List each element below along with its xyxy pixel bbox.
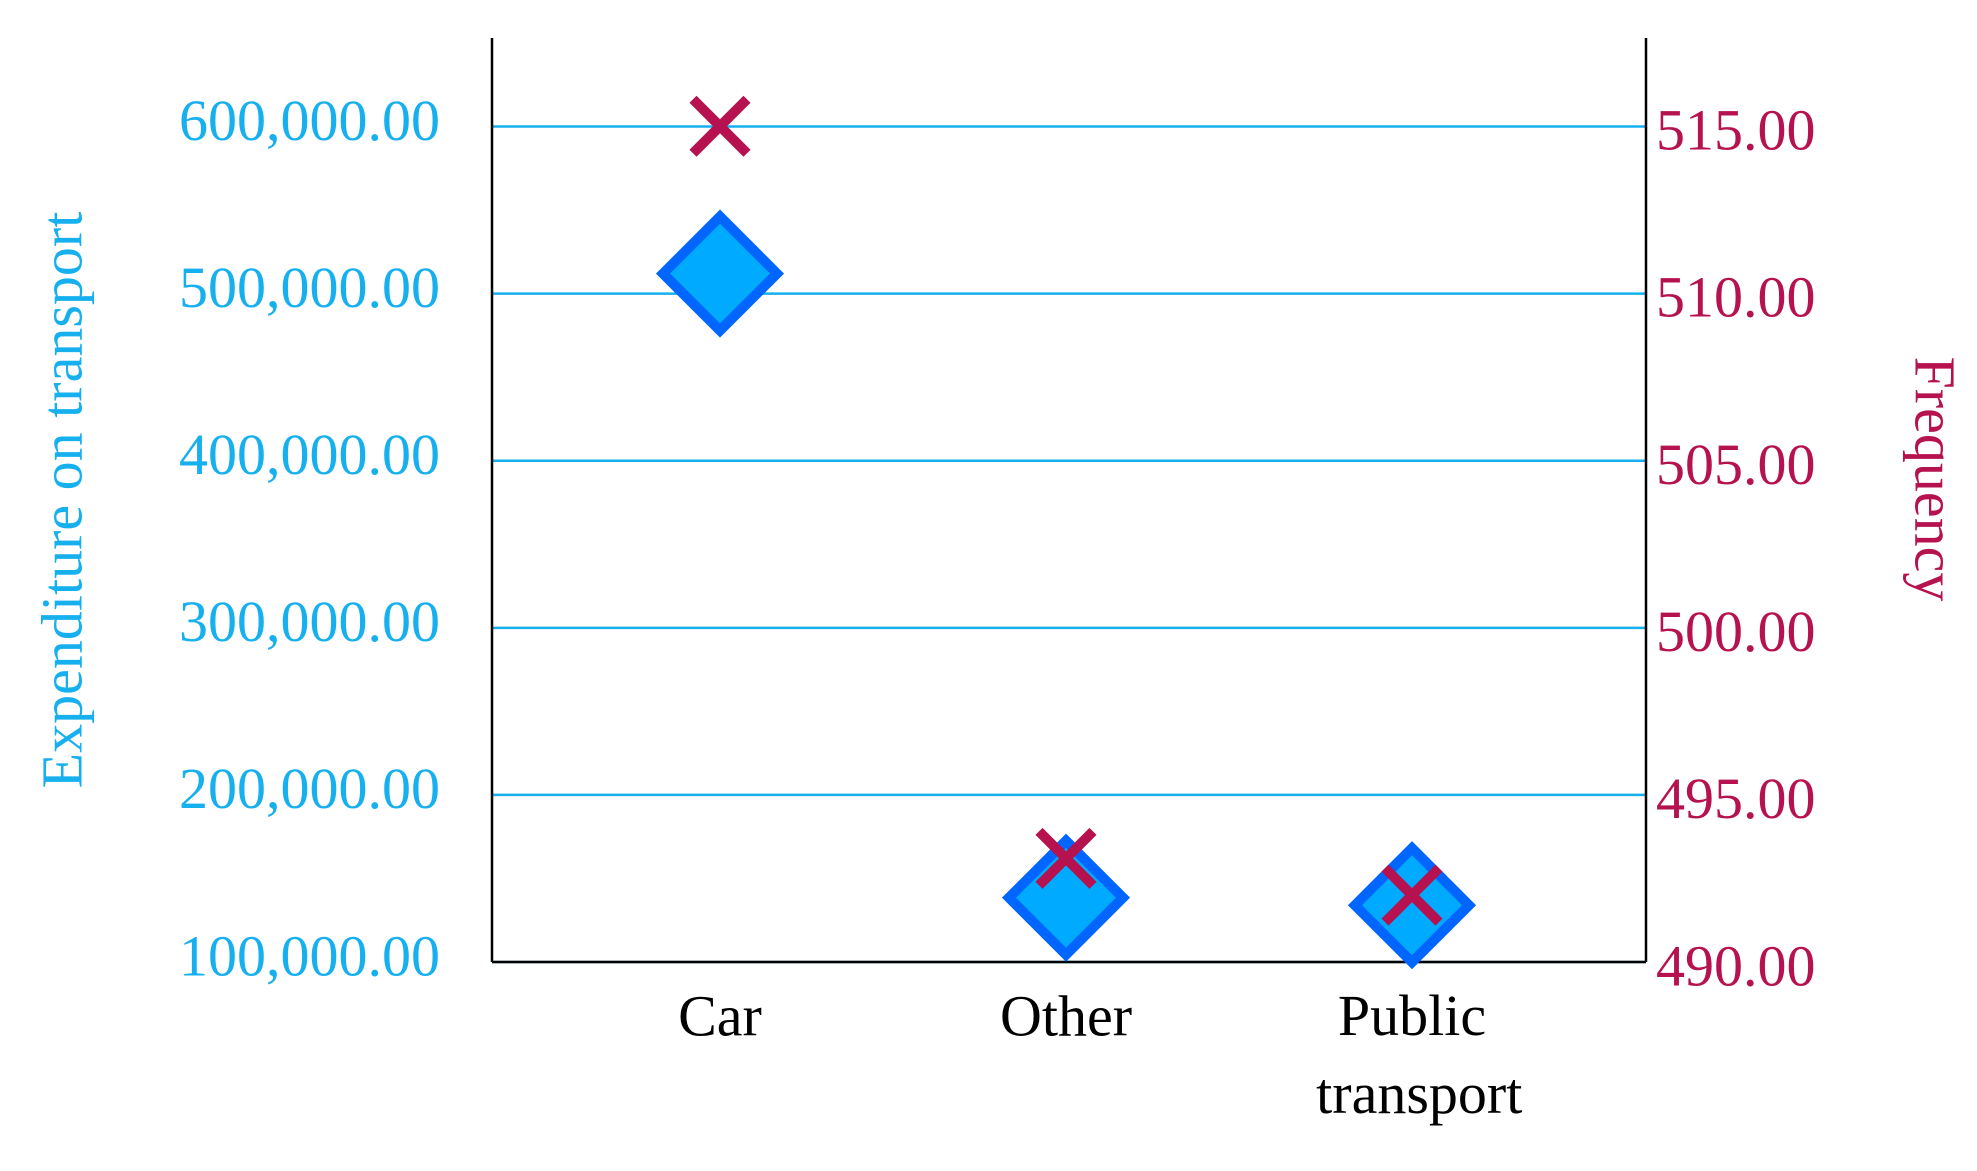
y-axis-label: Expenditure on transport xyxy=(29,212,94,789)
x-marker xyxy=(1381,864,1443,926)
y2-axis-label: Frequency xyxy=(1903,357,1968,602)
y2-tick-label: 515.00 xyxy=(1656,98,1816,163)
y-tick-label: 300,000.00 xyxy=(179,589,440,654)
diamond-marker xyxy=(1347,841,1477,970)
diamond-marker xyxy=(655,209,785,338)
y-tick-label: 200,000.00 xyxy=(179,756,440,821)
y-tick-label: 600,000.00 xyxy=(179,88,440,153)
x-tick-label: Other xyxy=(1000,983,1132,1048)
y2-tick-label: 505.00 xyxy=(1656,432,1816,497)
y-tick-label: 400,000.00 xyxy=(179,422,440,487)
y-tick-label: 500,000.00 xyxy=(179,255,440,320)
y-tick-label: 100,000.00 xyxy=(179,923,440,988)
x-marker xyxy=(1035,827,1097,889)
x-tick-label: Public transport xyxy=(1302,983,1523,1126)
x-tick-label: Car xyxy=(678,983,762,1048)
y2-tick-label: 495.00 xyxy=(1656,766,1816,831)
y2-tick-label: 490.00 xyxy=(1656,933,1816,998)
diamond-marker xyxy=(1001,833,1131,962)
y2-tick-label: 500.00 xyxy=(1656,599,1816,664)
x-marker xyxy=(689,95,751,157)
y2-tick-label: 510.00 xyxy=(1656,265,1816,330)
